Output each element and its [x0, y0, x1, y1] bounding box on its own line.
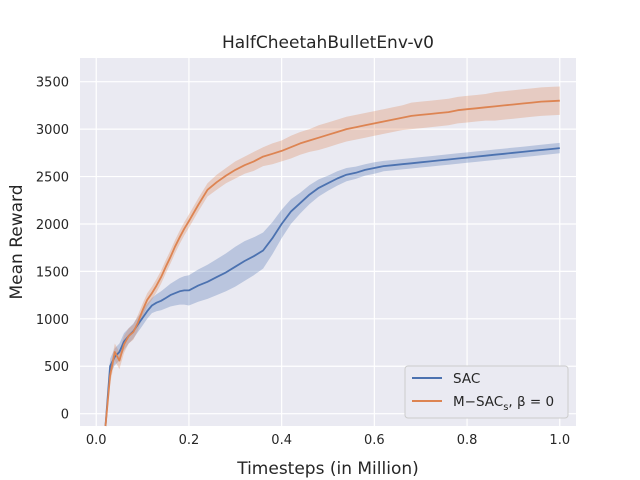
y-tick-label: 2500 [36, 171, 69, 186]
y-tick-label: 500 [44, 360, 69, 375]
y-tick-label: 1000 [36, 313, 69, 328]
line-sac [104, 147, 560, 427]
y-tick-label: 3000 [36, 123, 69, 138]
y-tick-label: 1500 [36, 265, 69, 280]
x-axis-ticks: 0.0 0.2 0.4 0.6 0.8 1.0 [86, 433, 570, 448]
band-sac [105, 142, 560, 426]
y-tick-label: 2000 [36, 218, 69, 233]
legend-box [404, 365, 569, 419]
y-axis-label: Mean Reward [7, 184, 27, 299]
legend-label-msac: M−SACs, β = 0 [453, 394, 554, 413]
y-tick-label: 0 [61, 408, 69, 423]
legend: SAC M−SACs, β = 0 [404, 365, 569, 419]
legend-label-msac-main: M−SAC [453, 394, 503, 410]
chart-title: HalfCheetahBulletEnv-v0 [222, 33, 434, 53]
y-tick-label: 3500 [36, 76, 69, 91]
legend-label-sac: SAC [453, 371, 480, 387]
legend-label-msac-suffix: , β = 0 [508, 394, 554, 410]
line-msac [104, 99, 560, 427]
x-tick-label: 0.8 [457, 433, 478, 448]
x-axis-label: Timesteps (in Million) [236, 459, 419, 479]
x-tick-label: 0.0 [86, 433, 107, 448]
x-tick-label: 1.0 [549, 433, 570, 448]
x-tick-label: 0.4 [271, 433, 292, 448]
y-axis-ticks: 0 500 1000 1500 2000 2500 3000 3500 [36, 76, 69, 423]
plot-area [80, 58, 576, 426]
x-tick-label: 0.2 [179, 433, 200, 448]
confidence-bands [105, 86, 560, 426]
series-lines [104, 99, 560, 427]
x-tick-label: 0.6 [364, 433, 385, 448]
grid [80, 58, 576, 426]
legend-label-msac-subscript: s [503, 402, 508, 413]
